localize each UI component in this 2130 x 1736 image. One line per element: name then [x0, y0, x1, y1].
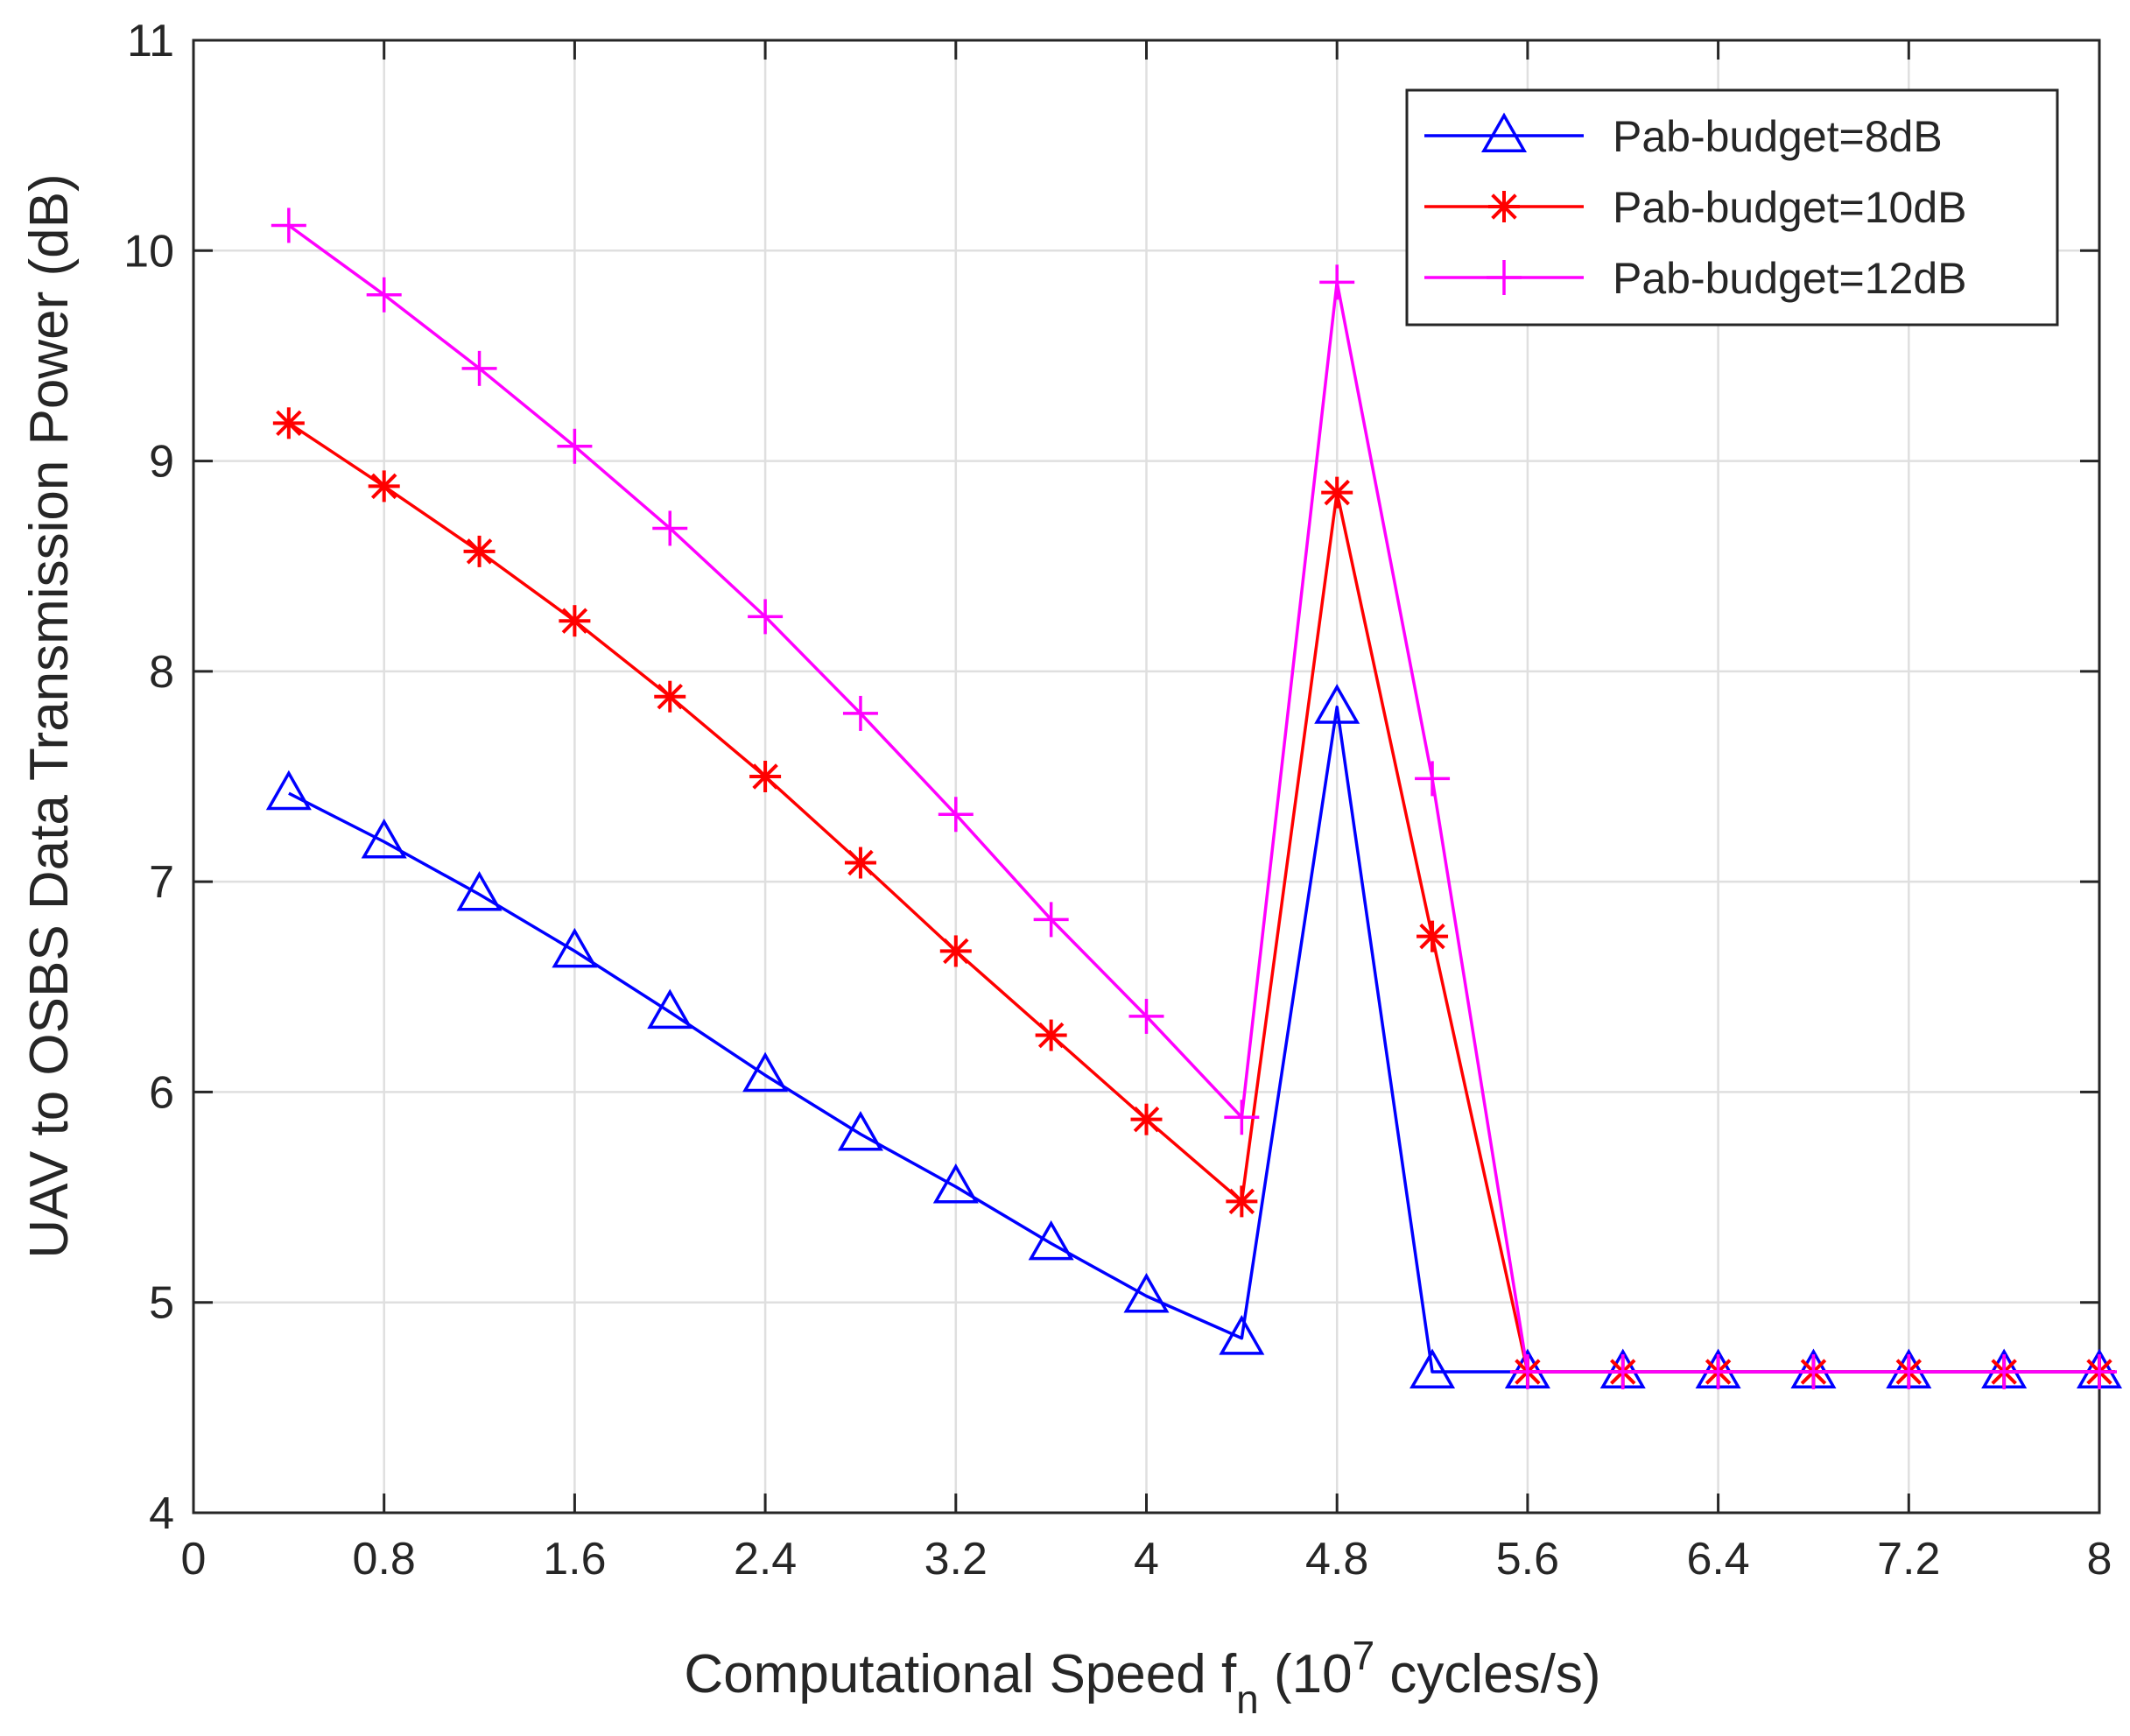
legend-item: Pab-budget=8dB	[1424, 112, 1943, 161]
y-tick-label: 9	[149, 437, 174, 488]
data-point-plus	[1700, 1354, 1736, 1390]
data-point-triangle	[1123, 1272, 1170, 1313]
data-point-asterisk	[1416, 920, 1449, 952]
y-tick-label: 8	[149, 647, 174, 698]
x-axis-label-post: cycles/s)	[1374, 1644, 1600, 1704]
data-point-asterisk	[1488, 191, 1520, 222]
legend-label: Pab-budget=12dB	[1613, 254, 1967, 303]
data-point-triangle	[742, 1051, 789, 1093]
data-point-triangle	[1028, 1219, 1074, 1261]
data-point-plus	[1128, 998, 1164, 1034]
data-point-asterisk	[368, 470, 400, 503]
x-axis-label-pre: (10	[1259, 1644, 1353, 1704]
data-point-plus	[366, 277, 402, 313]
x-tick-label: 6.4	[1686, 1534, 1749, 1585]
data-point-plus	[842, 695, 878, 731]
data-point-asterisk	[749, 761, 782, 792]
data-point-plus	[557, 428, 593, 464]
data-point-plus	[748, 599, 784, 635]
series-3	[271, 207, 2117, 1390]
data-point-plus	[461, 350, 497, 386]
x-tick-label: 4.8	[1305, 1534, 1368, 1585]
legend-label: Pab-budget=10dB	[1613, 183, 1967, 232]
y-tick-label: 10	[123, 226, 174, 277]
data-point-plus	[1033, 902, 1069, 938]
data-point-triangle	[552, 927, 598, 968]
data-point-plus	[2082, 1354, 2117, 1390]
data-point-triangle	[265, 770, 312, 811]
axis-ticks: 0 0.8 1.6 2.4 3.2 4 4.8 5.6 6.4 7.2 8 4 5 6 7 8 9 10 11	[123, 16, 2112, 1585]
series-layer	[265, 207, 2123, 1390]
x-tick-label: 0.8	[353, 1534, 416, 1585]
data-point-asterisk	[559, 605, 591, 637]
data-point-asterisk	[1035, 1019, 1067, 1051]
data-point-plus	[1891, 1354, 1927, 1390]
data-point-plus	[1796, 1354, 1831, 1390]
data-point-plus	[1487, 260, 1522, 295]
data-point-asterisk	[654, 680, 686, 713]
x-axis-label-main: Computational Speed f	[684, 1644, 1237, 1704]
data-point-asterisk	[463, 535, 496, 567]
x-tick-label: 5.6	[1496, 1534, 1559, 1585]
data-point-plus	[1415, 761, 1451, 797]
x-tick-label: 1.6	[543, 1534, 606, 1585]
x-tick-label: 7.2	[1877, 1534, 1940, 1585]
y-tick-label: 7	[149, 857, 174, 908]
data-point-triangle	[1409, 1348, 1456, 1389]
y-tick-label: 6	[149, 1067, 174, 1118]
y-tick-label: 11	[127, 16, 174, 67]
data-point-plus	[1224, 1100, 1260, 1135]
data-point-asterisk	[1226, 1185, 1258, 1218]
x-tick-label: 2.4	[734, 1534, 797, 1585]
data-point-plus	[1509, 1354, 1545, 1390]
y-tick-label: 5	[149, 1278, 174, 1329]
data-point-triangle	[1480, 112, 1528, 152]
data-point-plus	[1986, 1354, 2022, 1390]
data-point-triangle	[1219, 1315, 1265, 1355]
data-point-triangle	[837, 1110, 883, 1151]
data-point-plus	[938, 797, 974, 833]
x-axis-label-subscript: n	[1236, 1676, 1259, 1722]
x-tick-label: 8	[2087, 1534, 2112, 1585]
data-point-triangle	[647, 988, 693, 1030]
legend-item: Pab-budget=12dB	[1424, 254, 1967, 303]
data-point-plus	[271, 207, 306, 243]
x-axis-label-superscript: 7	[1353, 1633, 1375, 1678]
data-point-triangle	[1314, 684, 1360, 724]
data-point-plus	[1605, 1354, 1641, 1390]
x-axis-label: Computational Speed fn (107 cycles/s)	[684, 1633, 1600, 1722]
data-point-plus	[652, 510, 688, 546]
x-tick-label: 0	[181, 1534, 207, 1585]
legend: Pab-budget=8dB Pab-budget=10dB Pab-budget=…	[1405, 88, 2059, 327]
data-point-triangle	[932, 1163, 979, 1204]
data-point-triangle	[361, 818, 407, 859]
data-point-asterisk	[939, 935, 972, 967]
legend-item: Pab-budget=10dB	[1424, 183, 1967, 232]
data-point-asterisk	[844, 847, 876, 879]
y-axis-label: UAV to OSBS Data Transmission Power (dB)	[19, 173, 80, 1258]
x-tick-label: 3.2	[924, 1534, 988, 1585]
data-point-triangle	[456, 871, 503, 911]
legend-label: Pab-budget=8dB	[1613, 112, 1943, 161]
data-point-asterisk	[1321, 476, 1353, 509]
data-point-asterisk	[272, 407, 305, 439]
data-point-asterisk	[1130, 1103, 1163, 1135]
x-tick-label: 4	[1134, 1534, 1159, 1585]
y-tick-label: 4	[149, 1488, 174, 1539]
data-point-plus	[1319, 264, 1355, 300]
